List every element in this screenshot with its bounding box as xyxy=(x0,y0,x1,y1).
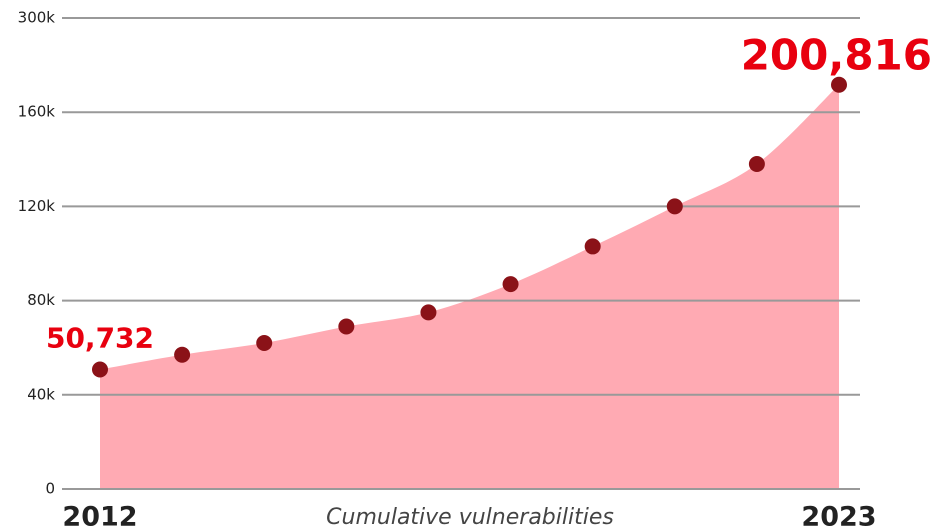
marker xyxy=(256,334,273,351)
y-tick-label: 120k xyxy=(18,197,56,215)
x-tick-label: 2023 xyxy=(801,502,876,532)
marker xyxy=(502,276,519,293)
marker xyxy=(338,318,355,335)
area xyxy=(100,84,839,489)
y-tick-label: 300k xyxy=(18,9,56,27)
value-label: 200,816 xyxy=(741,31,932,80)
value-label: 50,732 xyxy=(46,322,154,355)
x-tick-label: 2012 xyxy=(62,502,137,532)
marker xyxy=(584,238,601,255)
marker xyxy=(831,76,847,93)
marker xyxy=(174,346,191,363)
marker xyxy=(748,156,765,173)
marker xyxy=(92,361,108,378)
y-tick-label: 0 xyxy=(45,480,55,498)
marker xyxy=(666,198,683,215)
y-tick-label: 160k xyxy=(18,103,56,121)
marker xyxy=(420,304,437,321)
x-axis-label: Cumulative vulnerabilities xyxy=(326,505,614,530)
y-tick-label: 40k xyxy=(27,385,55,403)
y-tick-label: 80k xyxy=(27,291,55,309)
